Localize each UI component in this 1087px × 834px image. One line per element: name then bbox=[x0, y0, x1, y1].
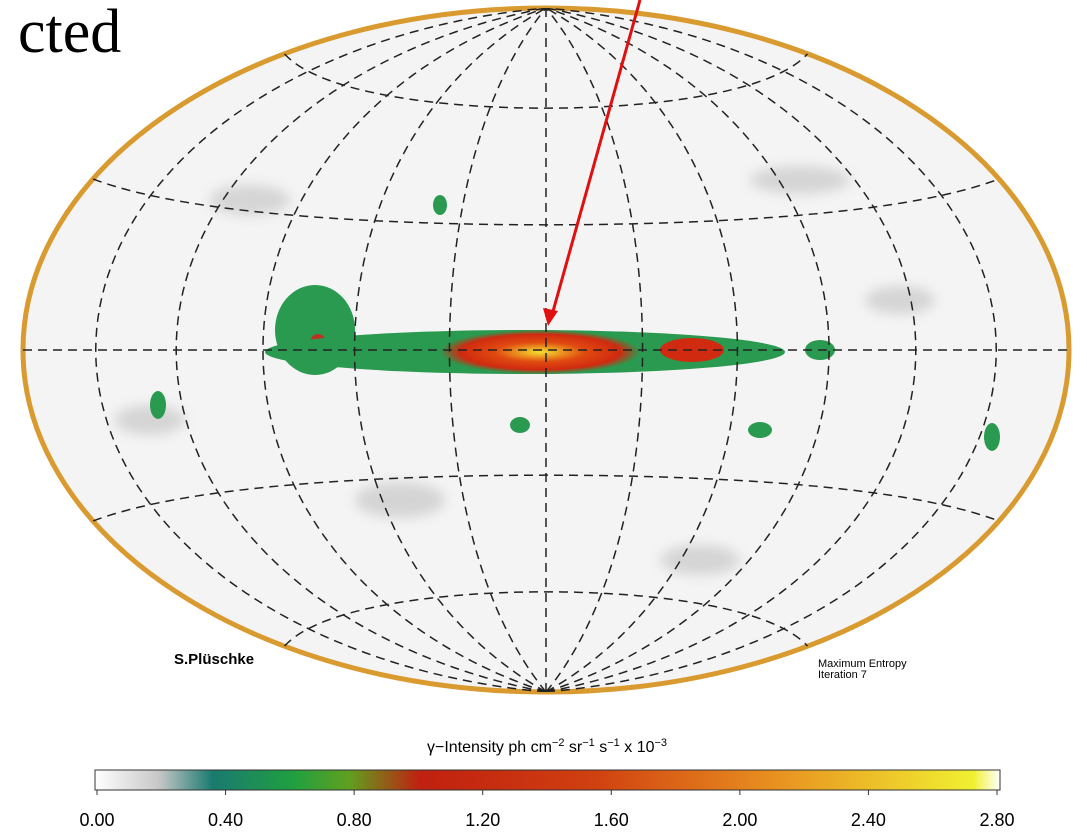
iteration: Iteration 7 bbox=[818, 669, 867, 681]
tick-label: 0.00 bbox=[79, 810, 114, 830]
label-part: γ−Intensity ph cm bbox=[427, 739, 552, 756]
tick-label: 0.80 bbox=[337, 810, 372, 830]
colorbar-label: γ−Intensity ph cm−2 sr−1 s−1 x 10−3 bbox=[427, 737, 667, 756]
label-part: −3 bbox=[654, 737, 667, 749]
slide-text-fragment: cted bbox=[18, 0, 121, 66]
tick-label: 2.40 bbox=[851, 810, 886, 830]
label-part: sr bbox=[564, 739, 582, 756]
tick-label: 2.00 bbox=[722, 810, 757, 830]
label-part: −1 bbox=[607, 737, 620, 749]
tick-label: 1.60 bbox=[594, 810, 629, 830]
tick-label: 2.80 bbox=[979, 810, 1014, 830]
label-part: −2 bbox=[552, 737, 565, 749]
tick-label: 1.20 bbox=[465, 810, 500, 830]
figure: cted S.Plüschke Maximum Entropy Iteratio… bbox=[0, 0, 1087, 834]
colorbar-ticks: 0.00 0.40 0.80 1.20 1.60 2.00 2.40 2.80 bbox=[79, 790, 1014, 830]
colorbar bbox=[95, 770, 1000, 790]
credit: S.Plüschke bbox=[174, 651, 254, 668]
label-part: −1 bbox=[582, 737, 595, 749]
label-part: x 10 bbox=[620, 739, 655, 756]
label-part: s bbox=[595, 739, 607, 756]
tick-label: 0.40 bbox=[208, 810, 243, 830]
